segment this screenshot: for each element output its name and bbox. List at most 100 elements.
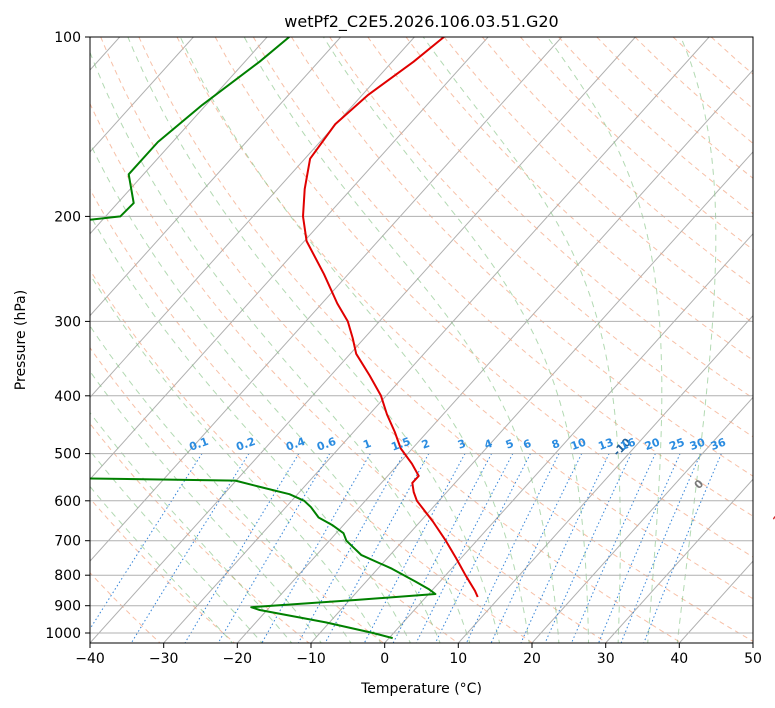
- dry-adiabat-line: [405, 37, 753, 361]
- mixing-ratio-line: [184, 453, 300, 643]
- mixing-ratio-line: [544, 453, 632, 643]
- background-lines: [90, 37, 753, 643]
- moist-adiabat-line: [90, 273, 382, 643]
- dry-adiabat-line: [90, 102, 608, 643]
- y-tick-label: 300: [54, 314, 81, 330]
- isotherm-line: [236, 69, 753, 643]
- x-tick-label: −20: [223, 651, 253, 667]
- mixing-ratio-line: [571, 453, 656, 643]
- chart-title: wetPf2_C2E5.2026.106.03.51.G20: [284, 12, 558, 32]
- mixing-ratio-label: 16: [619, 435, 638, 453]
- mixing-ratio-label: 20: [643, 435, 662, 453]
- mixing-ratio-label: 10: [569, 435, 588, 453]
- isopleth-labels: -100-90-80-70-60-50-40-30-20-10010203040…: [187, 435, 775, 527]
- dry-adiabat-line: [252, 37, 753, 517]
- mixing-ratio-label: 0.1: [187, 435, 210, 454]
- mixing-ratio-label: 0.2: [234, 435, 257, 454]
- mixing-ratio-label: 1: [361, 437, 373, 452]
- isotherm-line: [90, 37, 342, 317]
- moist-adiabat-line: [90, 449, 263, 643]
- moist-adiabat-line: [243, 37, 560, 643]
- dry-adiabat-line: [90, 346, 385, 643]
- x-tick-label: 0: [380, 651, 389, 667]
- mixing-ratio-label: 13: [596, 436, 615, 453]
- dry-adiabat-line: [90, 422, 310, 643]
- mixing-ratio-label: 4: [483, 437, 495, 452]
- moist-adiabat-line: [676, 37, 717, 643]
- isotherm-line: [90, 37, 194, 153]
- x-axis: −40 −30 −20 −10 0 10 20 30 40 50: [75, 643, 762, 667]
- profiles: [90, 37, 479, 640]
- x-tick-label: 30: [597, 651, 615, 667]
- mixing-ratio-line: [415, 453, 514, 643]
- isotherm-line: [90, 37, 563, 562]
- dry-adiabat-line: [214, 37, 753, 558]
- moist-adiabat-line: [127, 37, 501, 643]
- mixing-ratio-label: 8: [550, 437, 562, 452]
- mixing-ratio-line: [490, 453, 583, 643]
- dry-adiabat-line: [176, 37, 753, 600]
- moist-adiabat-line: [90, 411, 293, 643]
- mixing-ratio-label: 6: [521, 437, 533, 452]
- isotherm-line: [162, 37, 710, 643]
- isotherm-line: [604, 478, 753, 643]
- mixing-ratio-line: [297, 453, 405, 643]
- temperature-profile-line: [302, 37, 479, 598]
- isotherm-line: [90, 37, 268, 235]
- moist-adiabat-line: [546, 37, 663, 643]
- dry-adiabat-line: [443, 37, 753, 324]
- isotherm-line: [90, 37, 636, 643]
- dry-adiabat-line: [138, 37, 753, 642]
- mixing-ratio-label: 25: [667, 436, 686, 453]
- mixing-ratio-line: [363, 453, 466, 643]
- dry-adiabat-line: [481, 37, 753, 287]
- x-tick-label: 10: [449, 651, 467, 667]
- moist-adiabat-line: [322, 37, 589, 643]
- y-tick-label: 400: [54, 389, 81, 405]
- y-tick-label: 500: [54, 447, 81, 463]
- y-tick-label: 1000: [45, 626, 81, 642]
- isotherm-line: [310, 151, 753, 643]
- x-tick-label: −40: [75, 651, 105, 667]
- mixing-ratio-line: [520, 453, 610, 643]
- mixing-ratio-label: 30: [688, 435, 707, 453]
- mixing-ratio-line: [434, 453, 531, 643]
- x-tick-label: 20: [523, 651, 541, 667]
- moist-adiabat-line: [422, 37, 621, 643]
- y-axis-label: Pressure (hPa): [13, 290, 29, 390]
- mixing-ratio-label: 3: [456, 437, 468, 452]
- dewpoint-profile-line: [90, 37, 437, 640]
- y-tick-label: 600: [54, 494, 81, 510]
- isotherm-line: [457, 314, 753, 643]
- mixing-ratio-label: 5: [504, 437, 516, 452]
- y-axis: 100 200 300 400 500 600 700 800 900 1000: [45, 30, 90, 642]
- y-tick-label: 200: [54, 209, 81, 225]
- mixing-ratio-label: 2: [420, 437, 432, 452]
- mixing-ratio-label: 0.4: [284, 435, 307, 454]
- isotherm-line: [90, 37, 415, 399]
- mixing-ratio-line: [324, 453, 430, 643]
- mixing-ratio-line: [465, 453, 560, 643]
- mixing-ratio-line: [392, 453, 493, 643]
- isotherm-line: [531, 396, 753, 643]
- mixing-ratio-label: 0.6: [315, 435, 338, 454]
- x-tick-label: −30: [149, 651, 179, 667]
- moist-adiabat-line: [90, 485, 234, 643]
- y-tick-label: 800: [54, 568, 81, 584]
- moist-adiabat-line: [90, 214, 411, 643]
- x-tick-label: 50: [744, 651, 762, 667]
- moist-adiabat-line: [90, 142, 441, 643]
- moist-adiabat-line: [90, 325, 352, 643]
- isotherm-line: [383, 233, 753, 643]
- y-tick-label: 700: [54, 534, 81, 550]
- isotherm-line: [90, 37, 489, 481]
- dry-adiabat-line: [367, 37, 753, 399]
- y-tick-label: 900: [54, 599, 81, 615]
- mixing-ratio-label: 36: [709, 435, 728, 453]
- x-axis-label: Temperature (°C): [360, 681, 482, 697]
- y-tick-label: 100: [54, 30, 81, 46]
- moist-adiabat-line: [90, 51, 471, 643]
- x-tick-label: −10: [296, 651, 326, 667]
- x-tick-label: 40: [670, 651, 688, 667]
